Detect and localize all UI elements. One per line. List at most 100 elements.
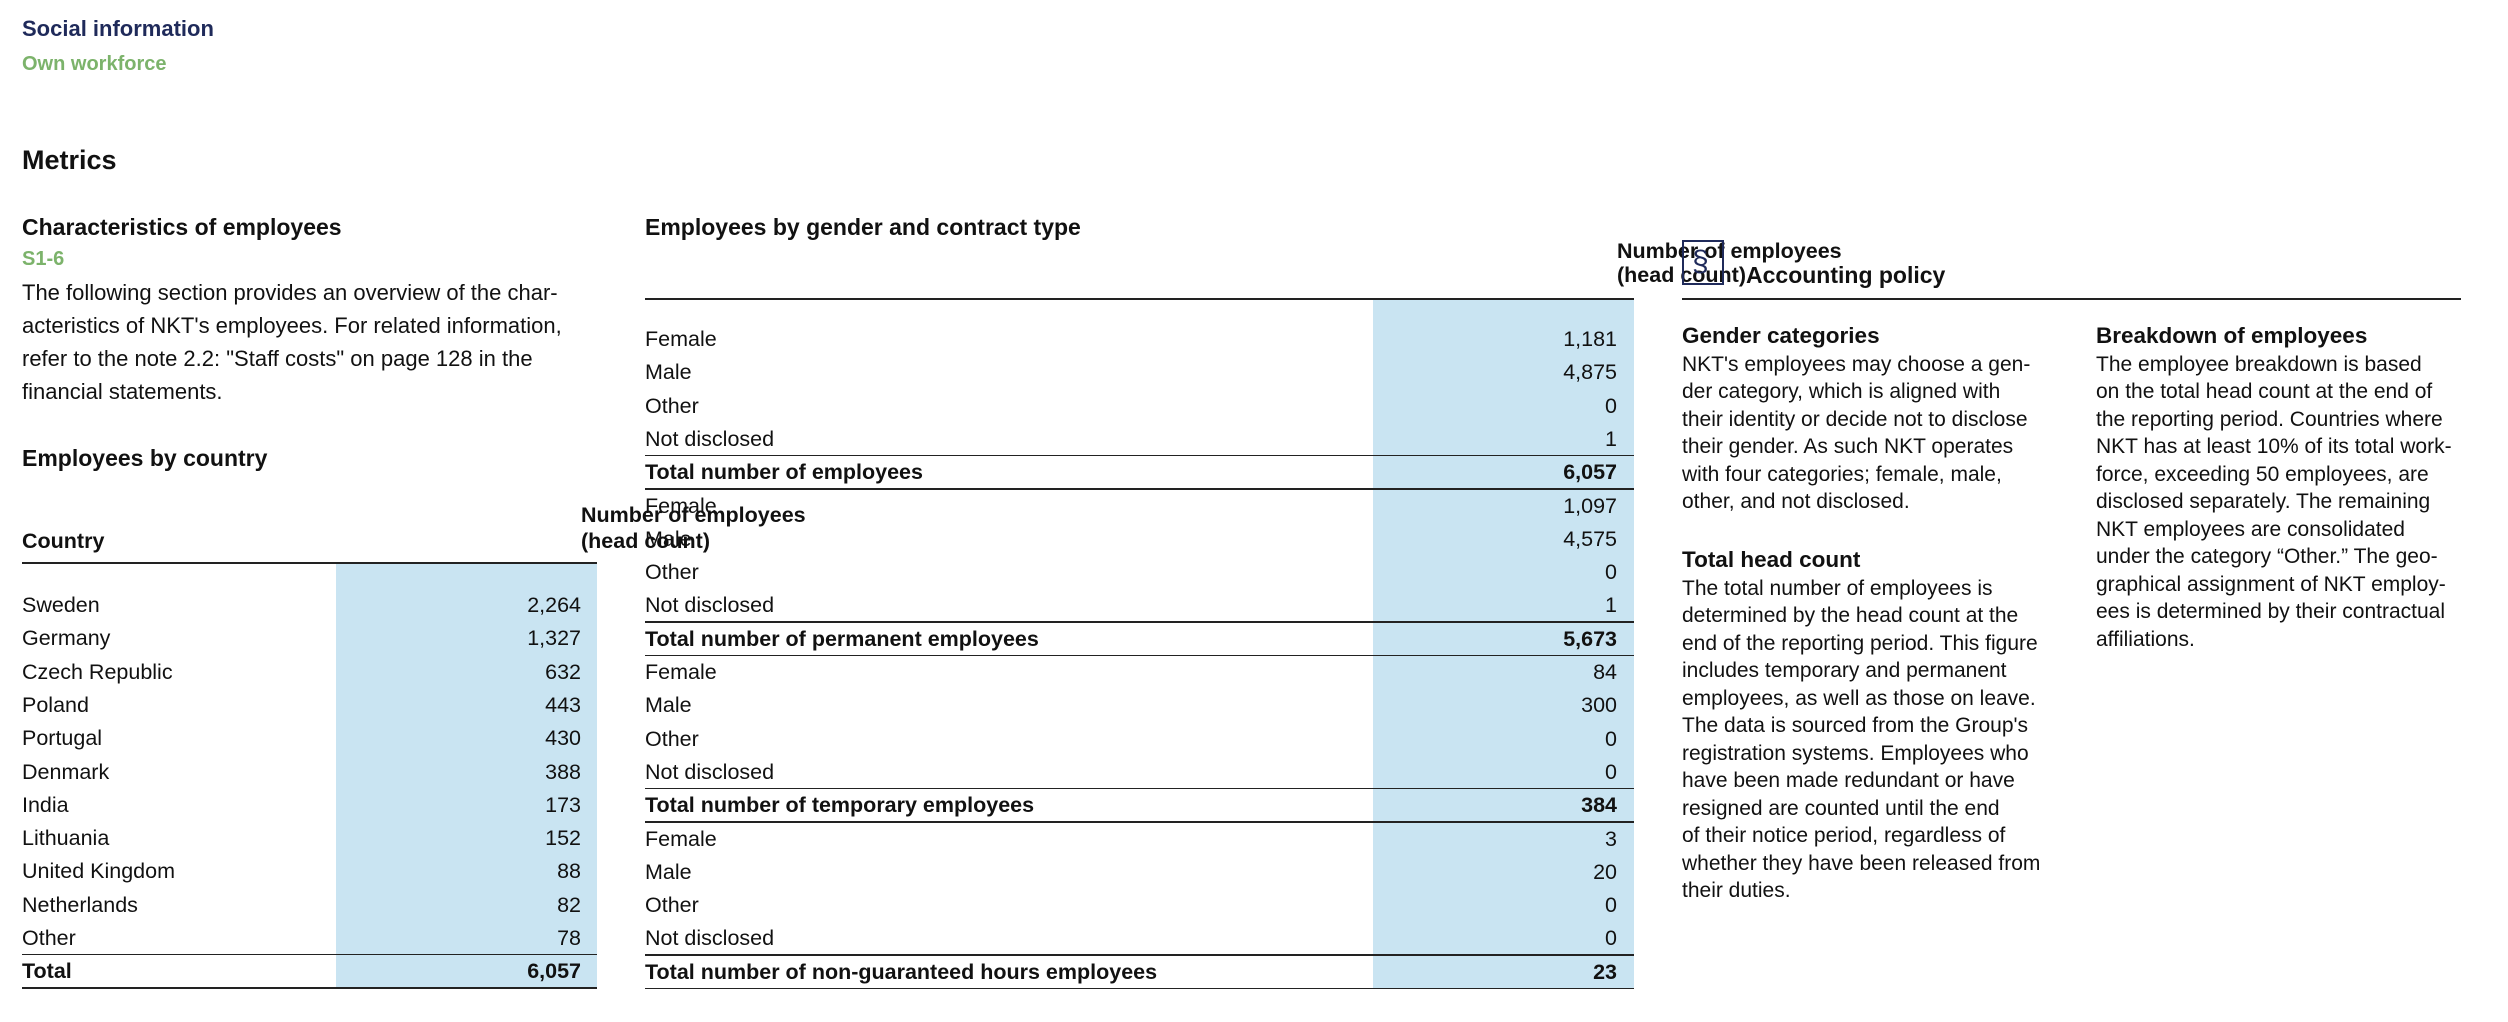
row-value: 4,575 (1563, 526, 1617, 551)
row-value: 4,875 (1563, 360, 1617, 385)
policy-line: graphical assignment of NKT employ- (2096, 572, 2446, 596)
policy-line: their duties. (1682, 879, 1791, 902)
policy-line: their identity or decide not to disclose (1682, 407, 2028, 431)
total-value: 384 (1581, 793, 1617, 818)
policy-line: affiliations. (2096, 627, 2195, 651)
row-label: Germany (22, 626, 111, 651)
rule (645, 621, 1634, 623)
rule (1682, 298, 2461, 300)
row-label: United Kingdom (22, 859, 175, 884)
policy-line: disclosed separately. The remaining (2096, 490, 2431, 513)
row-value: 0 (1605, 393, 1617, 418)
row-label: Poland (22, 692, 89, 717)
row-value: 152 (545, 826, 581, 851)
total-label: Total number of temporary employees (645, 793, 1035, 818)
policy-line: on the total head count at the end of (2096, 380, 2433, 403)
row-label: Other (645, 726, 699, 751)
policy-line: have been made redundant or have (1682, 769, 2015, 792)
icon-box (1682, 240, 1724, 285)
policy-line: determined by the head count at the (1682, 604, 2019, 627)
row-value: 1,097 (1563, 493, 1617, 518)
rule (645, 454, 1634, 457)
row-label: Other (645, 560, 699, 585)
row-label: Other (22, 926, 76, 950)
rule (645, 298, 1634, 300)
row-value: 300 (1581, 693, 1617, 718)
policy-line: the reporting period. Countries where (2096, 407, 2443, 431)
policy-line: registration systems. Employees who (1682, 741, 2029, 765)
row-label: Not disclosed (645, 926, 775, 951)
rule (22, 562, 597, 564)
total-label: Total number of employees (645, 460, 923, 485)
total-value: 5,673 (1563, 626, 1617, 651)
policy-line: NKT has at least 10% of its total work- (2096, 435, 2452, 458)
row-value: 430 (545, 726, 581, 751)
row-label: India (22, 792, 69, 817)
policy-line: of their notice period, regardless of (1682, 824, 2006, 847)
row-label: Netherlands (22, 892, 138, 917)
row-value: 0 (1605, 726, 1617, 751)
metrics-title: Metrics (22, 145, 117, 175)
policy-heading: Breakdown of employees (2096, 323, 2368, 348)
policy-line: other, and not disclosed. (1682, 490, 1910, 513)
row-label: Not disclosed (645, 426, 775, 451)
policy-line: includes temporary and permanent (1682, 659, 2007, 682)
row-value: 20 (1593, 859, 1617, 884)
row-label: Not disclosed (645, 759, 775, 784)
policy-line: force, exceeding 50 employees, are (2096, 462, 2429, 486)
row-label: Female (645, 493, 717, 518)
row-label: Denmark (22, 759, 110, 784)
row-value: 443 (545, 692, 581, 717)
row-value: 2,264 (527, 593, 581, 617)
policy-heading: Total head count (1682, 547, 1861, 572)
row-value: 78 (557, 926, 581, 950)
column-header: Number of employees (1617, 239, 1842, 263)
row-label: Sweden (22, 593, 100, 617)
policy-line: whether they have been released from (1682, 851, 2041, 875)
row-label: Female (645, 327, 717, 351)
row-value: 3 (1605, 826, 1617, 851)
policy-line: end of the reporting period. This figure (1682, 631, 2038, 655)
row-value: 84 (1593, 660, 1617, 684)
row-value: 0 (1605, 759, 1617, 784)
value-column (1373, 299, 1634, 988)
policy-line: ees is determined by their contractual (2096, 600, 2446, 623)
total-label: Total (22, 959, 72, 984)
total-value: 23 (1593, 959, 1617, 984)
policy-line: their gender. As such NKT operates (1682, 435, 2014, 458)
rule (645, 654, 1634, 657)
policy-line: NKT's employees may choose a gen- (1682, 352, 2031, 376)
column-header: (head count) (1617, 263, 1746, 287)
rule (22, 953, 597, 956)
row-label: Czech Republic (22, 659, 173, 684)
paragraph-line: financial statements. (22, 379, 223, 404)
paragraph-line: The following section provides an overvi… (22, 280, 558, 305)
total-label: Total number of permanent employees (645, 626, 1039, 651)
rule (645, 954, 1634, 956)
column-header: Number of employees (581, 503, 806, 527)
value-column (336, 563, 597, 988)
column-header: (head count) (581, 529, 710, 553)
policy-line: The data is sourced from the Group's (1682, 714, 2029, 737)
row-value: 0 (1605, 560, 1617, 585)
policy-heading: Gender categories (1682, 323, 1880, 348)
total-label: Total number of non-guaranteed hours emp… (645, 959, 1158, 984)
policy-title: Accounting policy (1746, 262, 1946, 288)
row-value: 1 (1605, 593, 1617, 618)
row-value: 1,327 (527, 626, 581, 651)
policy-line: NKT employees are consolidated (2096, 517, 2405, 541)
section-title: Social information (22, 16, 214, 41)
paragraph-line: acteristics of NKT's employees. For rela… (22, 313, 562, 338)
row-value: 0 (1605, 926, 1617, 951)
table-title: Employees by gender and contract type (645, 214, 1081, 240)
policy-line: der category, which is aligned with (1682, 380, 2001, 403)
row-label: Female (645, 660, 717, 684)
row-label: Male (645, 693, 692, 718)
row-value: 1,181 (1563, 327, 1617, 351)
rule (645, 987, 1634, 990)
icon: § (1692, 245, 1709, 278)
column-header: Country (22, 529, 105, 553)
row-label: Male (645, 526, 692, 551)
row-label: Other (645, 393, 699, 418)
